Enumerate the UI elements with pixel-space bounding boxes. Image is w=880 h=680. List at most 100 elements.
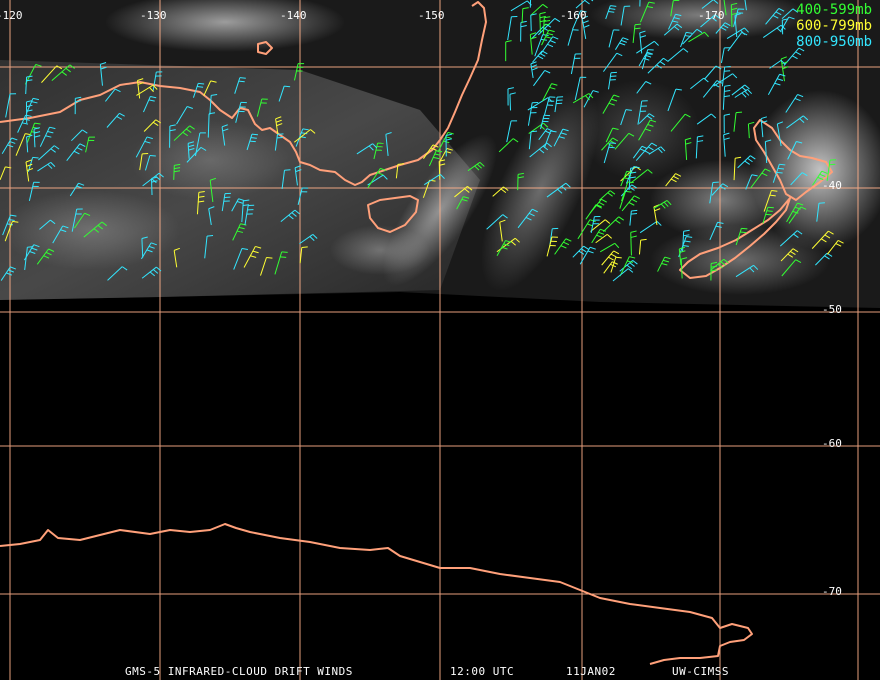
wind-barb-199 (530, 61, 538, 79)
wind-barb-172 (639, 1, 655, 23)
wind-barb-223 (367, 167, 387, 189)
wind-barb-248 (492, 186, 509, 197)
wind-barb-135 (540, 114, 551, 130)
wind-barb-122 (567, 29, 579, 46)
wind-barb-91 (28, 181, 40, 201)
wind-barb-279 (709, 181, 719, 204)
wind-barb-238 (572, 245, 589, 258)
pressure-legend: 400-599mb 600-799mb 800-950mb (796, 2, 872, 50)
wind-barb-234 (577, 219, 596, 240)
wind-barb-85 (235, 101, 247, 123)
nz-south-island (679, 197, 791, 279)
wind-barb-272 (638, 238, 647, 255)
wind-barb-108 (647, 57, 669, 74)
wind-barb-89 (74, 96, 82, 115)
caption-time: 12:00 UTC (450, 665, 515, 678)
wind-barb-297 (630, 169, 653, 184)
wind-barb-152 (581, 15, 590, 39)
wind-barb-66 (241, 199, 250, 223)
wind-barb-278 (625, 166, 640, 184)
wind-barb-154 (780, 56, 789, 82)
wind-barb-126 (696, 113, 717, 125)
wind-barb-257 (680, 257, 688, 279)
wind-barb-94 (196, 191, 205, 215)
wind-barb-149 (605, 5, 617, 20)
wind-barb-123 (507, 15, 518, 41)
wind-barb-83 (246, 133, 258, 151)
wind-barb-247 (590, 219, 611, 232)
wind-barb-80 (293, 129, 316, 143)
wind-barb-60 (17, 114, 32, 133)
wind-barb-46 (297, 187, 309, 206)
wind-barb-75 (73, 212, 91, 229)
wind-barb-70 (299, 234, 318, 245)
wind-barb-298 (591, 228, 607, 244)
wind-barb-15 (1, 137, 18, 155)
wind-barb-221 (456, 196, 470, 210)
wind-barb-165 (670, 113, 691, 132)
wind-barb-237 (517, 172, 525, 191)
wind-barb-236 (554, 238, 572, 255)
wind-barb-258 (811, 230, 834, 249)
wind-barb-13 (231, 198, 245, 212)
wind-barb-164 (553, 128, 569, 147)
wind-barb-110 (695, 135, 704, 159)
wind-barb-213 (608, 29, 620, 48)
wind-barb-52 (142, 95, 157, 113)
wind-barb-68 (221, 124, 229, 146)
wind-barb-33 (209, 94, 218, 115)
wind-barb-268 (710, 258, 729, 271)
wind-barb-22 (192, 82, 205, 98)
wind-barb-275 (762, 206, 774, 224)
wind-barb-196 (639, 30, 647, 54)
wind-barb-76 (41, 65, 63, 83)
wind-barb-53 (176, 106, 193, 125)
wind-barb-304 (711, 183, 729, 196)
wind-barb-39 (278, 85, 291, 102)
wind-barb-131 (507, 87, 514, 106)
wind-barb-227 (423, 144, 439, 159)
wind-barb-57 (173, 247, 180, 268)
wind-barb-103 (720, 47, 731, 63)
wind-barb-256 (629, 209, 638, 226)
wind-barb-230 (385, 132, 392, 156)
wind-barb-63 (142, 172, 164, 187)
wind-barb-141 (701, 0, 719, 9)
wind-barb-266 (812, 170, 828, 186)
wind-barb-260 (665, 173, 682, 187)
wind-barb-81 (39, 126, 56, 147)
wind-barb-265 (779, 230, 803, 247)
wind-barb-186 (570, 53, 582, 75)
wind-barbs (0, 0, 844, 282)
wind-barb-26 (135, 136, 153, 158)
wind-barb-299 (790, 172, 808, 186)
wind-barb-180 (554, 96, 564, 113)
wind-barb-200 (747, 121, 755, 139)
wind-barb-277 (620, 170, 633, 187)
wind-barb-134 (632, 23, 641, 43)
wind-barb-23 (2, 214, 17, 236)
wind-barb-175 (723, 132, 730, 157)
wind-barb-306 (678, 246, 686, 266)
wind-barb-109 (527, 101, 539, 126)
wind-barb-113 (700, 14, 721, 28)
coastlines (0, 1, 833, 665)
wind-barb-49 (233, 247, 248, 270)
lon-label-140: -140 (280, 9, 307, 22)
wind-barb-127 (528, 130, 538, 150)
wind-barb-305 (657, 256, 671, 272)
lon-label-130: -130 (140, 9, 167, 22)
wind-barb-130 (684, 137, 692, 160)
wind-barb-211 (726, 27, 749, 40)
wind-barb-177 (509, 92, 516, 111)
wind-barb-201 (769, 59, 786, 69)
wind-barb-88 (144, 155, 156, 171)
wind-barb-249 (579, 246, 596, 265)
wind-barb-69 (4, 220, 19, 242)
wind-barb-184 (543, 130, 557, 148)
wind-barb-90 (104, 88, 121, 102)
wind-barb-155 (541, 29, 555, 46)
wind-barb-280 (710, 261, 718, 281)
wind-barb-24 (221, 192, 231, 212)
